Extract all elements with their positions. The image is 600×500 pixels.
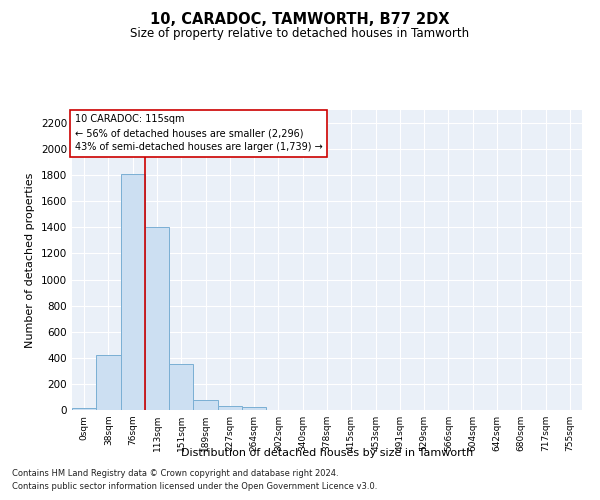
Text: 10 CARADOC: 115sqm
← 56% of detached houses are smaller (2,296)
43% of semi-deta: 10 CARADOC: 115sqm ← 56% of detached hou… xyxy=(74,114,322,152)
Bar xyxy=(96,355,121,410)
Text: Contains public sector information licensed under the Open Government Licence v3: Contains public sector information licen… xyxy=(12,482,377,491)
Y-axis label: Number of detached properties: Number of detached properties xyxy=(25,172,35,348)
Text: 10, CARADOC, TAMWORTH, B77 2DX: 10, CARADOC, TAMWORTH, B77 2DX xyxy=(150,12,450,28)
Bar xyxy=(72,408,96,410)
Bar xyxy=(121,174,145,410)
Text: Distribution of detached houses by size in Tamworth: Distribution of detached houses by size … xyxy=(181,448,473,458)
Text: Size of property relative to detached houses in Tamworth: Size of property relative to detached ho… xyxy=(130,28,470,40)
Text: Contains HM Land Registry data © Crown copyright and database right 2024.: Contains HM Land Registry data © Crown c… xyxy=(12,468,338,477)
Bar xyxy=(145,228,169,410)
Bar xyxy=(193,400,218,410)
Bar xyxy=(218,406,242,410)
Bar xyxy=(242,408,266,410)
Bar xyxy=(169,364,193,410)
